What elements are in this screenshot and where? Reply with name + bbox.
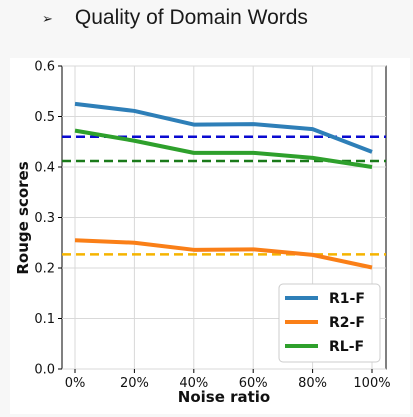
series-line-r2-f <box>74 238 373 270</box>
legend-label-r2-f: R2-F <box>329 315 365 331</box>
y-tick-label-6: 0.6 <box>34 60 55 75</box>
x-tick-label-2: 40% <box>179 376 208 391</box>
bullet-arrow-icon: ➢ <box>42 11 53 26</box>
legend-label-r1-f: R1-F <box>329 291 365 307</box>
y-tick-label-0: 0.0 <box>34 363 55 378</box>
x-tick-label-0: 0% <box>65 376 86 391</box>
x-tick-label-1: 20% <box>120 376 149 391</box>
y-tick-label-4: 0.4 <box>34 161 55 176</box>
x-tick-label-3: 60% <box>239 376 268 391</box>
series-lines <box>74 101 373 270</box>
y-tick-label-5: 0.5 <box>34 110 55 125</box>
y-axis-label: Rouge scores <box>14 161 32 274</box>
axis-ticks: 0.0 0.1 0.2 0.3 0.4 0.5 0.6 0% 20% 40% 60% 80% 100% <box>34 60 390 392</box>
y-tick-label-1: 0.1 <box>34 312 55 327</box>
series-line-r1-f <box>74 101 373 154</box>
legend: R1-F R2-F RL-F <box>278 283 381 363</box>
x-tick-label-4: 80% <box>298 376 327 391</box>
slide-title: Quality of Domain Words <box>74 6 308 29</box>
slide-heading: ➢ Quality of Domain Words <box>42 6 308 30</box>
y-tick-label-3: 0.3 <box>34 211 55 226</box>
series-line-rl-f <box>74 128 373 169</box>
y-tick-label-2: 0.2 <box>34 262 55 277</box>
legend-box <box>278 283 381 363</box>
x-tick-label-5: 100% <box>353 376 390 391</box>
legend-label-rl-f: RL-F <box>329 339 364 355</box>
x-axis-label: Noise ratio <box>178 388 270 406</box>
